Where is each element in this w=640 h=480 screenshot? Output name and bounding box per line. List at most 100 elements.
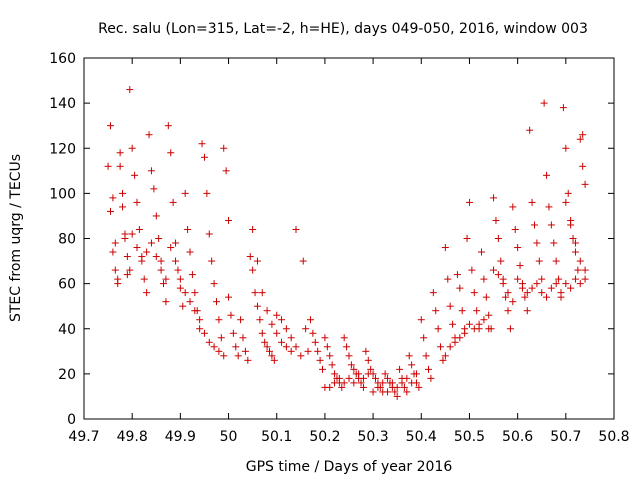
data-point [393,392,401,400]
data-point [321,334,329,342]
x-tick-label: 50.4 [406,429,437,445]
data-point [405,352,413,360]
data-point [287,347,295,355]
data-point [268,320,276,328]
data-point [571,248,579,256]
x-tick-label: 50 [220,429,238,445]
data-point [480,316,488,324]
data-point [538,289,546,297]
data-point [502,293,510,301]
data-point [441,352,449,360]
data-point [261,338,269,346]
data-point [258,289,266,297]
data-point [437,343,445,351]
data-point [350,365,358,373]
data-point [574,266,582,274]
data-point [200,329,208,337]
data-point [526,126,534,134]
data-point [107,122,114,130]
data-point [523,307,531,315]
data-point [429,289,437,297]
data-point [473,307,481,315]
data-point [400,383,408,391]
data-point [417,316,425,324]
data-point [456,284,464,292]
data-point [239,334,247,342]
data-point [215,347,223,355]
data-point [444,275,452,283]
data-point [169,198,177,206]
data-point [581,266,589,274]
data-point [393,383,401,391]
data-point [297,352,305,360]
data-points [104,86,589,400]
data-point [543,293,551,301]
data-point [485,311,493,319]
data-point [172,257,180,265]
data-point [533,280,541,288]
data-point [174,266,182,274]
data-point [494,235,502,242]
data-point [157,257,165,265]
x-tick-label: 50.6 [502,429,533,445]
data-point [434,325,442,333]
data-point [504,307,512,315]
data-point [490,194,498,202]
y-tick-label: 100 [49,186,76,202]
data-point [415,383,423,391]
data-point [203,189,211,197]
axis-ticks: 49.7 49.8 49.9 50 50.1 50.2 50.3 50.4 50.5 50.6 50… [49,51,629,445]
data-point [535,257,543,265]
data-point [398,379,406,387]
data-point [135,225,143,233]
data-point [403,388,411,396]
data-point [253,257,261,265]
data-point [188,271,196,279]
data-point [388,379,396,387]
data-point [241,347,249,355]
data-point [302,325,310,333]
data-point [225,216,233,224]
data-point [263,307,271,315]
data-point [576,280,584,288]
y-tick-label: 40 [58,322,76,338]
data-point [147,239,155,247]
data-point [244,356,252,364]
data-point [126,266,134,274]
data-point [453,271,461,279]
data-point [425,365,432,373]
x-tick-label: 50.2 [309,429,340,445]
data-point [282,343,290,351]
data-point [251,289,259,297]
data-point [564,189,572,197]
data-point [109,194,117,202]
data-point [222,167,230,175]
data-point [509,203,517,211]
data-point [475,320,483,328]
data-point [186,298,194,306]
data-point [215,316,223,324]
data-point [287,334,295,342]
data-point [499,280,507,288]
data-point [571,239,579,247]
data-point [511,225,519,233]
data-point [422,352,430,360]
data-point [217,334,225,342]
data-point [176,284,184,292]
data-point [273,311,281,319]
data-point [338,383,346,391]
data-point [181,289,189,297]
data-point [569,235,577,242]
data-point [311,338,319,346]
data-point [266,347,273,355]
data-point [328,361,336,369]
data-point [184,225,192,233]
data-point [323,343,331,351]
data-point [485,325,493,333]
data-point [384,388,392,396]
data-point [562,144,570,152]
x-tick-label: 50.3 [358,429,389,445]
x-axis-label: GPS time / Days of year 2016 [246,459,453,475]
data-point [432,307,440,315]
data-point [309,329,317,337]
